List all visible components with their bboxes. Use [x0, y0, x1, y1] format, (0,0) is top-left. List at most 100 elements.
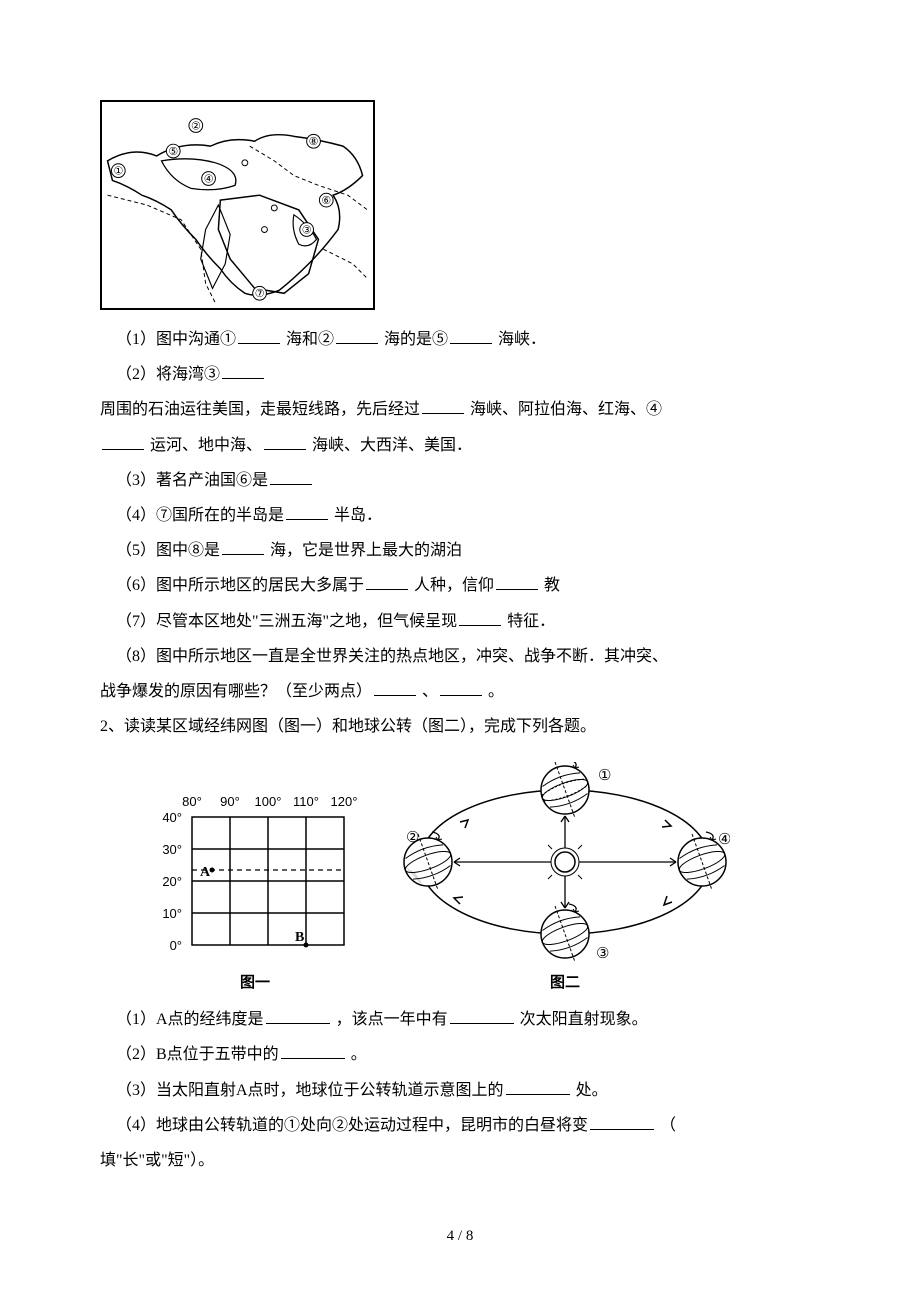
revolution-diagram-wrapper: ① ② ③ ④ 图二 [400, 762, 730, 992]
text: 次太阳直射现象。 [520, 1011, 648, 1028]
text: （4）地球由公转轨道的①处向②处运动过程中，昆明市的白昼将变 [116, 1117, 588, 1134]
text: ，该点一年中有 [336, 1011, 448, 1028]
rev-label-2: ② [406, 830, 419, 846]
blank [450, 328, 492, 344]
q2-1: （1）A点的经纬度是 ，该点一年中有 次太阳直射现象。 [100, 1002, 820, 1037]
blank [336, 328, 378, 344]
svg-text:⑤: ⑤ [168, 146, 178, 158]
lat-label: 30° [162, 842, 182, 857]
blank [366, 574, 408, 590]
blank [590, 1114, 654, 1130]
text: （5）图中⑧是 [116, 542, 220, 559]
text: 。 [488, 683, 504, 700]
grid-diagram: 80° 90° 100° 110° 120° 40° 30° 20° 10° 0… [150, 792, 360, 967]
blank [222, 363, 264, 379]
q1-5: （3）著名产油国⑥是 [100, 463, 820, 498]
point-a-label: A [200, 865, 211, 880]
lat-label: 40° [162, 810, 182, 825]
blank [270, 469, 312, 485]
text: 海，它是世界上最大的湖泊 [270, 542, 462, 559]
blank [450, 1008, 514, 1024]
blank [496, 574, 538, 590]
lon-label: 100° [255, 794, 282, 809]
diagram-row: 80° 90° 100° 110° 120° 40° 30° 20° 10° 0… [150, 762, 820, 992]
blank [238, 328, 280, 344]
q2-2: （2）B点位于五带中的 。 [100, 1037, 820, 1072]
blank [459, 610, 501, 626]
blank [222, 539, 264, 555]
text: 特征． [507, 613, 555, 630]
q1-9: （7）尽管本区地处"三洲五海"之地，但气候呈现 特征． [100, 604, 820, 639]
text: 运河、地中海、 [150, 437, 262, 454]
q1-3a: 周围的石油运往美国，走最短线路，先后经过 海峡、阿拉伯海、红海、④ [100, 392, 820, 427]
text: （6）图中所示地区的居民大多属于 [116, 577, 364, 594]
text: 填"长"或"短"）。 [100, 1152, 214, 1169]
point-b-label: B [295, 930, 304, 945]
text: （ [660, 1117, 676, 1134]
text: （4）⑦国所在的半岛是 [116, 507, 284, 524]
svg-text:②: ② [191, 120, 201, 132]
text: 海和② [286, 331, 334, 348]
rev-label-3: ③ [596, 946, 609, 962]
revolution-diagram: ① ② ③ ④ [400, 762, 730, 967]
text: 半岛． [334, 507, 382, 524]
text: 。 [351, 1046, 367, 1063]
blank [281, 1043, 345, 1059]
lon-label: 90° [220, 794, 240, 809]
lat-label: 10° [162, 906, 182, 921]
text: （1）图中沟通① [116, 331, 236, 348]
q1-2: （2）将海湾③ [100, 357, 820, 392]
svg-text:⑦: ⑦ [255, 288, 265, 300]
blank [440, 680, 482, 696]
text: （2）B点位于五带中的 [116, 1046, 279, 1063]
grid-diagram-wrapper: 80° 90° 100° 110° 120° 40° 30° 20° 10° 0… [150, 792, 360, 992]
q1-11: 战争爆发的原因有哪些？（至少两点） 、 。 [100, 674, 820, 709]
rev-label-4: ④ [718, 832, 730, 848]
svg-text:④: ④ [204, 173, 214, 185]
q1-4: 运河、地中海、 海峡、大西洋、美国． [100, 428, 820, 463]
svg-text:③: ③ [302, 224, 312, 236]
text: 2、读读某区域经纬网图（图一）和地球公转（图二），完成下列各题。 [100, 718, 596, 735]
lat-label: 20° [162, 874, 182, 889]
q1-6: （4）⑦国所在的半岛是 半岛． [100, 498, 820, 533]
blank [264, 434, 306, 450]
q2-stem: 2、读读某区域经纬网图（图一）和地球公转（图二），完成下列各题。 [100, 709, 820, 744]
revolution-svg: ① ② ③ ④ [400, 762, 730, 962]
caption-2: 图二 [400, 971, 730, 992]
lat-label: 0° [170, 938, 182, 953]
blank [102, 434, 144, 450]
blank [266, 1008, 330, 1024]
text: 海峡、大西洋、美国． [312, 437, 472, 454]
middle-east-map: ① ② ③ ④ ⑤ ⑥ ⑦ ⑧ [100, 100, 375, 310]
text: （2）将海湾③ [116, 366, 220, 383]
svg-text:⑥: ⑥ [321, 195, 331, 207]
text: 海的是⑤ [384, 331, 448, 348]
q2-5: 填"长"或"短"）。 [100, 1143, 820, 1178]
q2-4: （4）地球由公转轨道的①处向②处运动过程中，昆明市的白昼将变 （ [100, 1108, 820, 1143]
text: （3）著名产油国⑥是 [116, 472, 268, 489]
grid-svg: 80° 90° 100° 110° 120° 40° 30° 20° 10° 0… [150, 792, 360, 962]
text: 战争爆发的原因有哪些？（至少两点） [100, 683, 372, 700]
text: （1）A点的经纬度是 [116, 1011, 264, 1028]
q1-8: （6）图中所示地区的居民大多属于 人种，信仰 教 [100, 568, 820, 603]
text: 海峡、阿拉伯海、红海、④ [470, 401, 662, 418]
text: 、 [422, 683, 438, 700]
text: （3）当太阳直射A点时，地球位于公转轨道示意图上的 [116, 1082, 504, 1099]
lon-label: 120° [331, 794, 358, 809]
text: （7）尽管本区地处"三洲五海"之地，但气候呈现 [116, 613, 457, 630]
rev-label-1: ① [598, 768, 611, 784]
q1-10: （8）图中所示地区一直是全世界关注的热点地区，冲突、战争不断．其冲突、 [100, 639, 820, 674]
svg-text:①: ① [113, 166, 123, 178]
blank [374, 680, 416, 696]
q2-3: （3）当太阳直射A点时，地球位于公转轨道示意图上的 处。 [100, 1073, 820, 1108]
text: 处。 [576, 1082, 608, 1099]
map-svg: ① ② ③ ④ ⑤ ⑥ ⑦ ⑧ [102, 102, 373, 308]
lon-label: 110° [293, 794, 319, 809]
text: 人种，信仰 [414, 577, 494, 594]
caption-1: 图一 [150, 971, 360, 992]
q1-7: （5）图中⑧是 海，它是世界上最大的湖泊 [100, 533, 820, 568]
blank [286, 504, 328, 520]
lon-label: 80° [182, 794, 202, 809]
q1-1: （1）图中沟通① 海和② 海的是⑤ 海峡． [100, 322, 820, 357]
text: 教 [544, 577, 560, 594]
